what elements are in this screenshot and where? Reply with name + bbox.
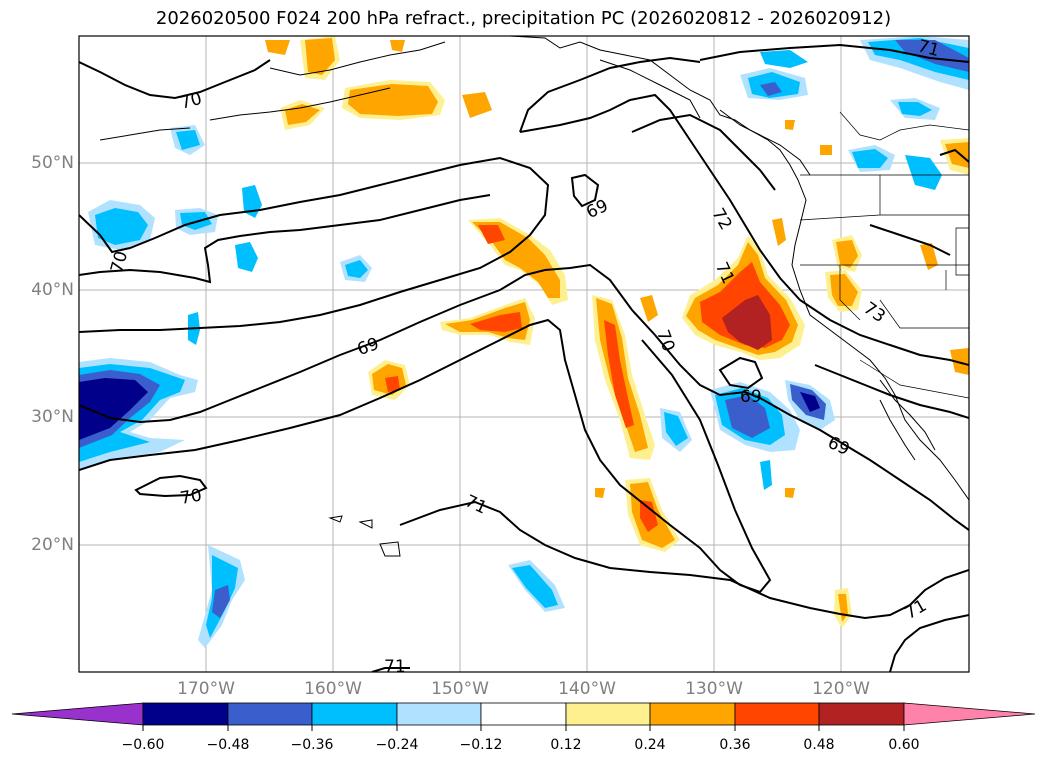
colorbar-bin (565, 702, 651, 726)
contour-label: 72 (707, 205, 735, 234)
colorbar-tick-label: −0.24 (375, 737, 419, 753)
lat-label: 40°N (31, 280, 74, 300)
contour-label: 73 (860, 298, 889, 327)
colorbar-tick-label: −0.48 (206, 737, 250, 753)
lat-label: 30°N (31, 407, 74, 427)
contour-label: 70 (652, 327, 678, 354)
lat-label: 20°N (31, 535, 74, 555)
colorbar-bin (734, 702, 820, 726)
coastlines (99, 36, 969, 557)
colorbar-tick-label: −0.36 (290, 737, 334, 753)
lon-label: 150°W (431, 679, 489, 699)
contour-label: 71 (462, 491, 490, 518)
colorbar-under-extend (11, 702, 144, 726)
colorbar-tick-label: 0.36 (719, 737, 751, 753)
contour-label: 69 (583, 196, 611, 223)
colorbar-bin (818, 702, 905, 726)
lon-label: 170°W (177, 679, 235, 699)
contour-label: 70 (107, 249, 132, 275)
contour-label: 71 (384, 657, 406, 677)
lon-label: 120°W (812, 679, 870, 699)
contour-label: 69 (740, 387, 762, 407)
colorbar-tick-label: 0.48 (803, 737, 835, 753)
positive-anomaly-fill (265, 36, 969, 628)
refractivity-contours (79, 43, 969, 672)
colorbar-bin (649, 702, 736, 726)
contour-label: 69 (824, 433, 852, 460)
colorbar-over-extend (903, 702, 1036, 726)
lon-label: 140°W (558, 679, 616, 699)
colorbar-tick-label: 0.12 (550, 737, 582, 753)
map-gridlines (79, 36, 969, 672)
chart-title: 2026020500 F024 200 hPa refract., precip… (155, 8, 892, 29)
colorbar-tick-label: −0.12 (459, 737, 503, 753)
lon-label: 160°W (304, 679, 362, 699)
contour-label: 69 (355, 334, 382, 360)
colorbar-bin (142, 702, 229, 726)
colorbar-bin (480, 702, 567, 726)
colorbar-tick-label: 0.24 (634, 737, 666, 753)
colorbar-tick-label: −0.60 (121, 737, 165, 753)
contour-label: 71 (901, 596, 930, 624)
political-borders (799, 111, 969, 399)
colorbar-tick-label: 0.60 (888, 737, 920, 753)
negative-anomaly-fill (79, 36, 969, 648)
map-border (78, 35, 970, 673)
lat-label: 50°N (31, 153, 74, 173)
lon-label: 130°W (685, 679, 743, 699)
colorbar-bin (396, 702, 482, 726)
colorbar-bin (311, 702, 398, 726)
colorbar-bin (227, 702, 313, 726)
colorbar (11, 702, 1036, 731)
contour-label: 70 (179, 485, 204, 508)
